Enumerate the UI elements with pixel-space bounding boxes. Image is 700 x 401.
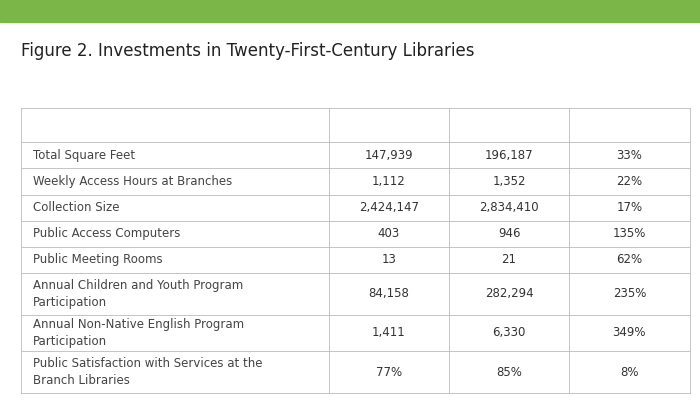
Text: 1,411: 1,411: [372, 326, 405, 339]
Text: 8%: 8%: [620, 366, 638, 379]
Text: 85%: 85%: [496, 366, 522, 379]
Text: 21: 21: [501, 253, 517, 266]
Text: 84,158: 84,158: [368, 287, 409, 300]
Text: 1,112: 1,112: [372, 175, 405, 188]
Text: Collection Size: Collection Size: [34, 201, 120, 214]
Text: 77%: 77%: [376, 366, 402, 379]
Text: Pre-BLIP: Pre-BLIP: [356, 119, 421, 132]
Text: Increase: Increase: [598, 119, 661, 132]
Text: Public Access Computers: Public Access Computers: [34, 227, 181, 240]
Text: 62%: 62%: [616, 253, 643, 266]
Text: Public Meeting Rooms: Public Meeting Rooms: [34, 253, 163, 266]
Text: 196,187: 196,187: [484, 149, 533, 162]
Text: 282,294: 282,294: [484, 287, 533, 300]
Text: 22%: 22%: [616, 175, 643, 188]
Text: Figure 2. Investments in Twenty-First-Century Libraries: Figure 2. Investments in Twenty-First-Ce…: [21, 42, 475, 60]
Text: Weekly Access Hours at Branches: Weekly Access Hours at Branches: [34, 175, 232, 188]
Text: 33%: 33%: [617, 149, 643, 162]
Text: 147,939: 147,939: [365, 149, 413, 162]
Text: 135%: 135%: [612, 227, 646, 240]
Text: 1,352: 1,352: [492, 175, 526, 188]
Text: Post-BLIP: Post-BLIP: [473, 119, 545, 132]
Text: 17%: 17%: [616, 201, 643, 214]
Text: 946: 946: [498, 227, 520, 240]
Text: 235%: 235%: [612, 287, 646, 300]
Text: 2,424,147: 2,424,147: [358, 201, 419, 214]
Text: 403: 403: [377, 227, 400, 240]
Text: 2,834,410: 2,834,410: [480, 201, 539, 214]
Text: Annual Children and Youth Program
Participation: Annual Children and Youth Program Partic…: [34, 279, 244, 309]
Text: Annual Non-Native English Program
Participation: Annual Non-Native English Program Partic…: [34, 318, 244, 348]
Text: 349%: 349%: [612, 326, 646, 339]
Text: 6,330: 6,330: [492, 326, 526, 339]
Text: 13: 13: [382, 253, 396, 266]
Text: Total Square Feet: Total Square Feet: [34, 149, 135, 162]
Text: Public Satisfaction with Services at the
Branch Libraries: Public Satisfaction with Services at the…: [34, 357, 262, 387]
